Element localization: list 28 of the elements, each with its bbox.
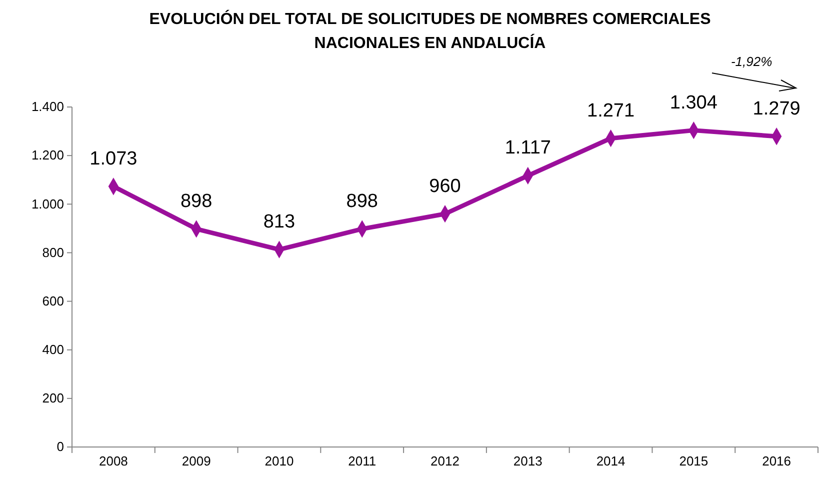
text: -1,92% [730, 54, 772, 69]
x-tick-label: 2013 [513, 454, 542, 469]
y-tick-label: 400 [42, 342, 64, 358]
x-tick-label: 2014 [596, 454, 626, 469]
data-label: 1.279 [752, 98, 800, 120]
x-tick-label: 2012 [430, 454, 460, 469]
data-label: 1.073 [90, 148, 138, 170]
x-tick-label: 2009 [182, 454, 211, 469]
chart-title: EVOLUCIÓN DEL TOTAL DE SOLICITUDES DE NOMBRES COMERCIALES NACIONALES EN ANDALUCÍA [149, 9, 712, 52]
y-tick-label: 200 [42, 390, 64, 406]
y-tick-label: 0 [56, 439, 64, 454]
y-tick-label: 1.200 [31, 148, 64, 163]
x-tick-label: 2010 [264, 454, 294, 469]
data-label: 898 [180, 190, 212, 212]
data-label: 960 [429, 176, 461, 197]
data-label: 813 [263, 212, 296, 233]
y-tick-label: 600 [42, 293, 64, 308]
y-tick-label: 800 [42, 244, 64, 260]
x-tick-label: 2011 [348, 454, 376, 469]
y-tick-label: 1.400 [31, 99, 64, 114]
y-tick-label: 1.000 [31, 196, 64, 212]
x-tick-label: 2016 [762, 454, 792, 469]
data-label: 1.304 [670, 92, 718, 114]
data-label: 898 [346, 190, 378, 212]
x-tick-label: 2015 [679, 454, 708, 469]
data-label: 1.271 [587, 100, 635, 122]
x-tick-label: 2008 [98, 454, 128, 469]
data-label: 1.117 [504, 138, 551, 159]
